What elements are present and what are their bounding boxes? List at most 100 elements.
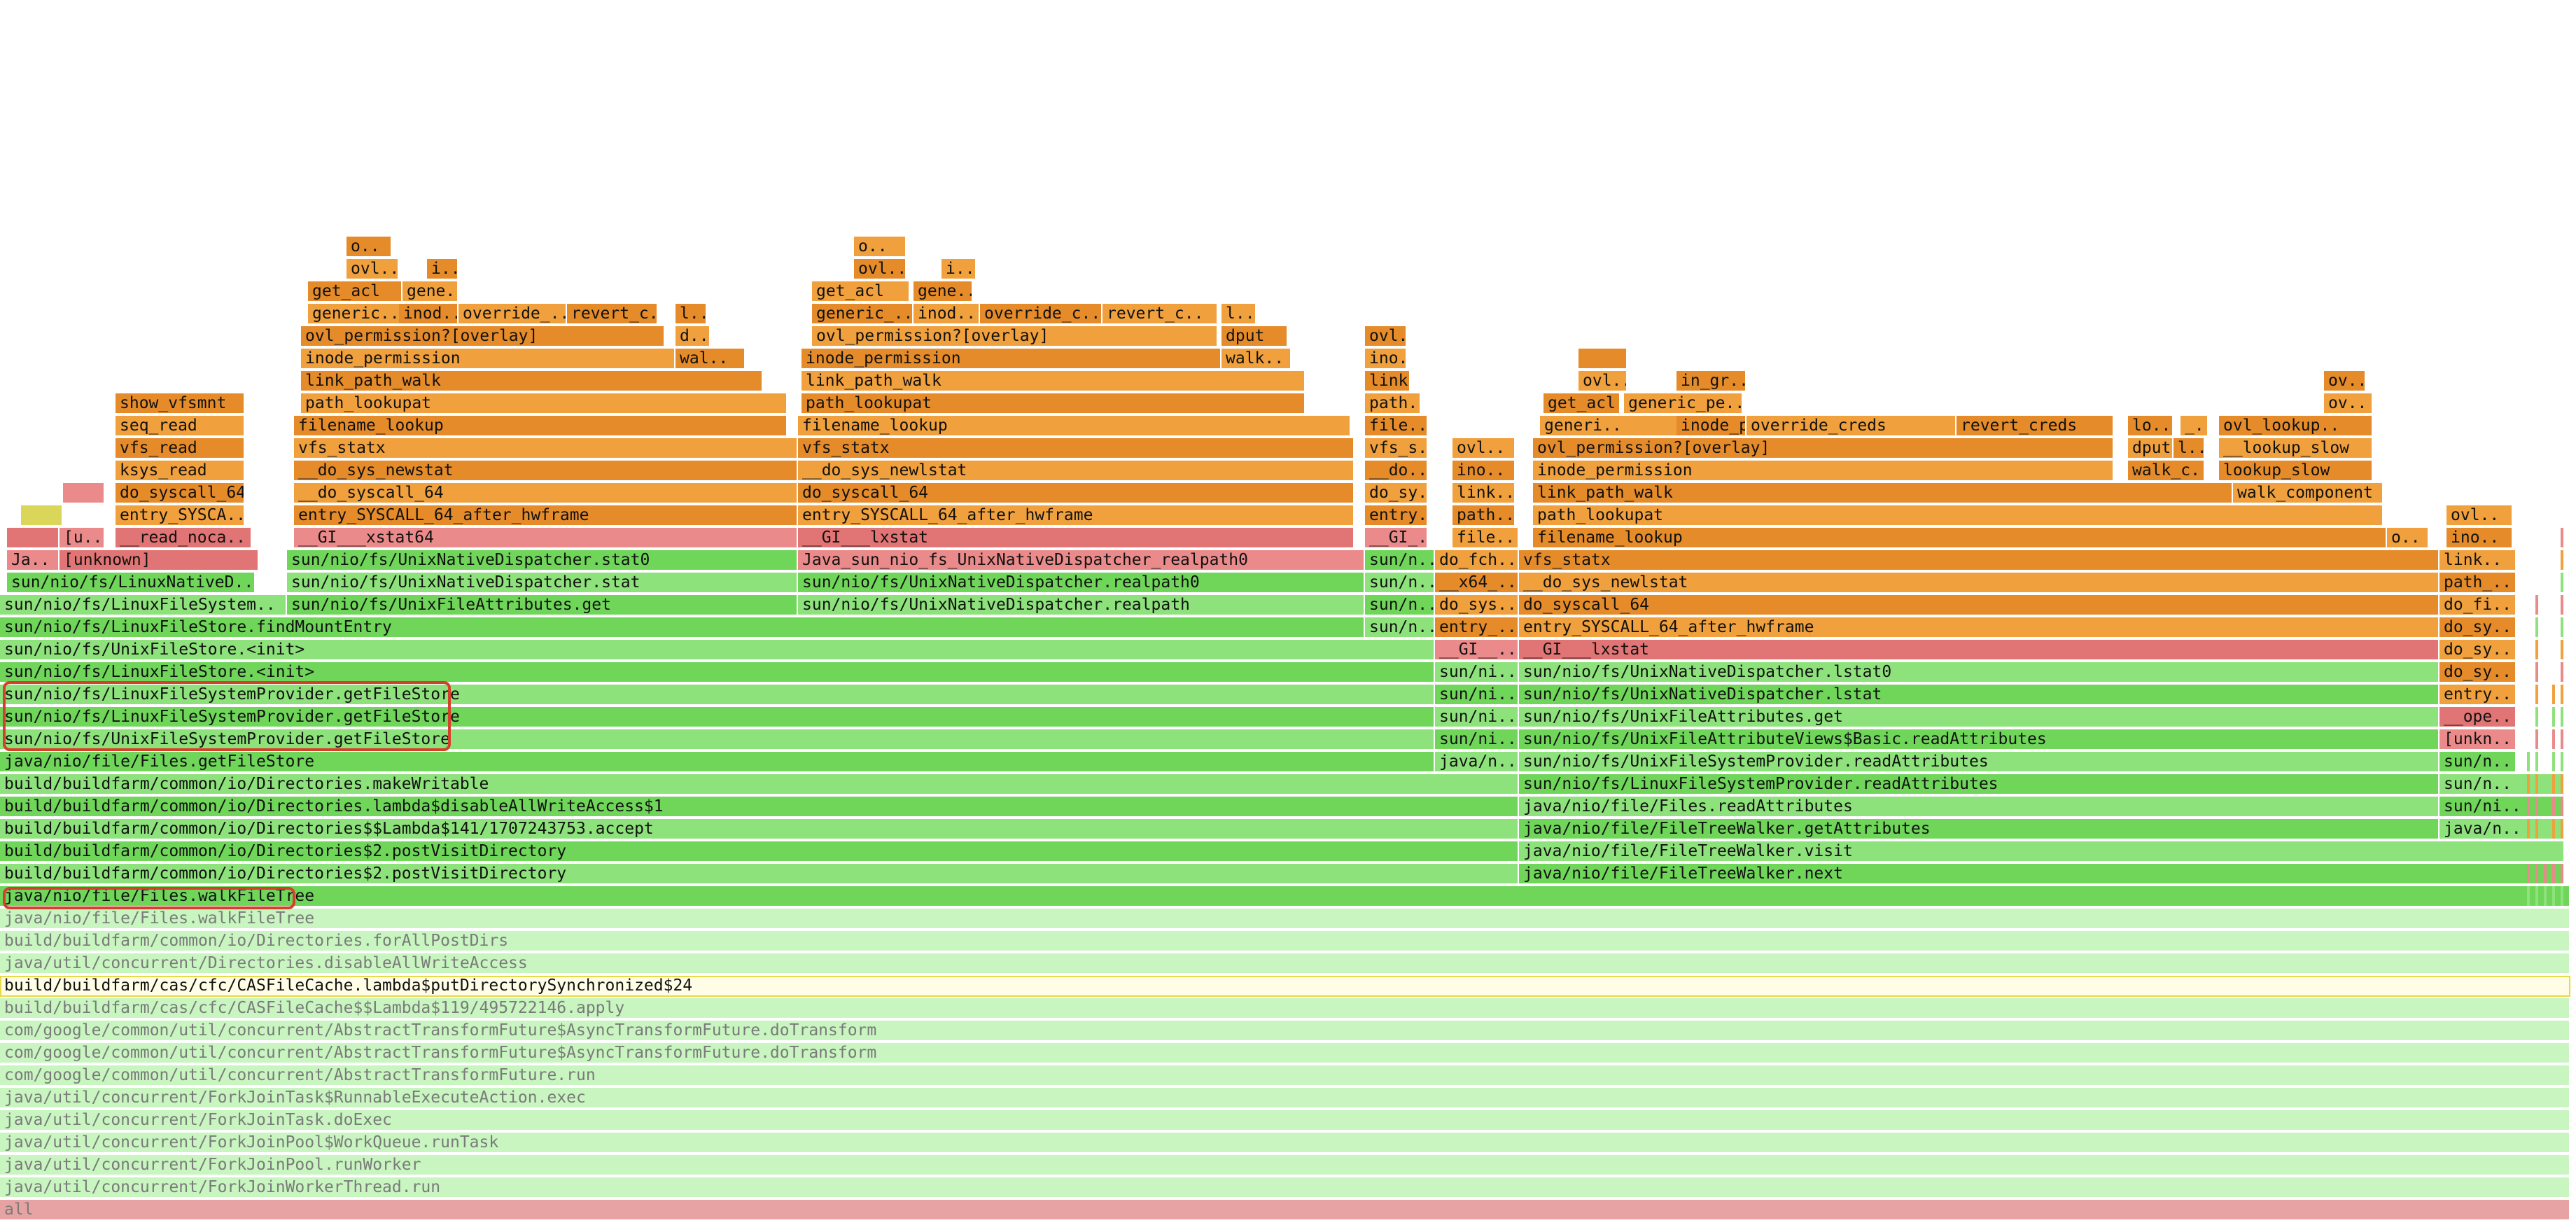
- flame-frame[interactable]: sun/nio/fs/UnixNativeDispatcher.realpath: [798, 595, 1365, 616]
- flame-frame[interactable]: entry_SYSCA..: [115, 505, 245, 526]
- flame-frame[interactable]: __x64_..: [1435, 573, 1519, 594]
- flame-frame[interactable]: sun/nio/fs/UnixNativeDispatcher.lstat0: [1519, 662, 2440, 683]
- flame-frame[interactable]: path_..: [2440, 573, 2516, 594]
- flame-frame[interactable]: ino..: [1452, 461, 1516, 482]
- flame-frame[interactable]: build/buildfarm/common/io/Directories.la…: [0, 797, 1519, 818]
- flame-frame[interactable]: [unkn..: [2440, 729, 2516, 750]
- flame-frame[interactable]: sun/nio/fs/LinuxFileSystem..: [0, 595, 287, 616]
- flame-frame[interactable]: ovl_permission?[overlay]: [1533, 438, 2114, 459]
- flame-frame[interactable]: filename_lookup: [294, 416, 788, 437]
- flame-frame[interactable]: java/nio/file/Files.readAttributes: [1519, 797, 2440, 818]
- flame-frame[interactable]: java/nio/file/FileTreeWalker.getAttribut…: [1519, 819, 2440, 840]
- flame-frame[interactable]: entry_..: [1435, 617, 1519, 638]
- flame-frame[interactable]: Java_sun_nio_fs_UnixNativeDispatcher_rea…: [798, 550, 1365, 571]
- flame-frame[interactable]: sun/n..: [2440, 752, 2516, 773]
- flame-frame[interactable]: ovl..: [1452, 438, 1516, 459]
- flame-frame[interactable]: __do_syscall_64: [294, 483, 798, 504]
- flame-frame[interactable]: __lookup_slow: [2219, 438, 2373, 459]
- flame-frame[interactable]: build/buildfarm/common/io/Directories$2.…: [0, 841, 1519, 862]
- flame-frame[interactable]: sun/ni..: [1435, 729, 1519, 750]
- flame-frame[interactable]: sun/nio/fs/LinuxNativeD..: [7, 573, 255, 594]
- flame-frame[interactable]: build/buildfarm/common/io/Directories$2.…: [0, 864, 1519, 885]
- flame-frame[interactable]: vfs_read: [115, 438, 245, 459]
- flame-frame[interactable]: path..: [1452, 505, 1516, 526]
- flame-frame[interactable]: __GI___xstat64: [294, 528, 798, 549]
- flame-frame[interactable]: sun/n..: [1365, 617, 1435, 638]
- flame-frame[interactable]: inode_perm..: [1676, 416, 1746, 437]
- flame-frame[interactable]: l..: [1222, 304, 1256, 325]
- flame-frame[interactable]: o..: [854, 237, 906, 258]
- flame-frame[interactable]: [1578, 349, 1628, 370]
- flame-frame[interactable]: sun/nio/fs/LinuxFileSystemProvider.readA…: [1519, 774, 2440, 795]
- flame-frame[interactable]: sun/ni..: [1435, 707, 1519, 728]
- flame-frame[interactable]: __read_noca..: [115, 528, 252, 549]
- flame-frame[interactable]: __do_sys_newlstat: [798, 461, 1354, 482]
- flame-frame[interactable]: do_sy..: [2440, 640, 2516, 661]
- flame-frame[interactable]: file..: [1452, 528, 1519, 549]
- flame-frame[interactable]: d..: [676, 326, 710, 347]
- flame-frame[interactable]: override_c..: [980, 304, 1102, 325]
- flame-frame[interactable]: java/nio/file/Files.walkFileTree: [0, 886, 2570, 907]
- flame-frame[interactable]: sun/nio/fs/LinuxFileSystemProvider.getFi…: [0, 707, 1435, 728]
- flame-frame[interactable]: [unknown]: [59, 550, 259, 571]
- flame-frame[interactable]: inode_permission: [1533, 461, 2114, 482]
- flame-frame[interactable]: ovl..: [1365, 326, 1407, 347]
- flame-frame[interactable]: sun/nio/fs/LinuxFileStore.<init>: [0, 662, 1435, 683]
- flame-frame[interactable]: get_acl: [1544, 393, 1620, 414]
- flame-frame[interactable]: __GI_..: [1365, 528, 1428, 549]
- flame-frame[interactable]: link..: [1365, 371, 1410, 392]
- flame-frame[interactable]: sun/ni..: [1435, 662, 1519, 683]
- flame-frame[interactable]: java/nio/file/FileTreeWalker.next: [1519, 864, 2562, 885]
- flame-frame[interactable]: wal..: [676, 349, 746, 370]
- flame-frame[interactable]: show_vfsmnt: [115, 393, 245, 414]
- flame-frame[interactable]: revert_c..: [567, 304, 658, 325]
- flame-frame[interactable]: __do_sys_newlstat: [1519, 573, 2440, 594]
- flame-frame[interactable]: sun/n..: [2440, 774, 2562, 795]
- flame-frame[interactable]: link_path_walk: [802, 371, 1306, 392]
- flame-frame[interactable]: do_syscall_64: [115, 483, 245, 504]
- flame-frame[interactable]: filename_lookup: [798, 416, 1351, 437]
- flame-frame[interactable]: java/nio/file/FileTreeWalker.visit: [1519, 841, 2562, 862]
- flame-frame[interactable]: __ope..: [2440, 707, 2516, 728]
- flame-frame[interactable]: o..: [346, 237, 392, 258]
- flame-frame[interactable]: build/buildfarm/common/io/Directories.ma…: [0, 774, 1519, 795]
- flame-frame[interactable]: entry_SYSCALL_64_after_hwframe: [294, 505, 798, 526]
- flame-frame[interactable]: walk..: [1222, 349, 1292, 370]
- flame-frame[interactable]: gene..: [913, 281, 973, 302]
- flame-frame[interactable]: walk_c..: [2128, 461, 2205, 482]
- flame-frame[interactable]: in_gr..: [1676, 371, 1746, 392]
- flame-frame[interactable]: [u..: [59, 528, 105, 549]
- flame-frame[interactable]: [63, 483, 105, 504]
- flame-frame[interactable]: l..: [2174, 438, 2205, 459]
- flame-frame[interactable]: path_lookupat: [301, 393, 788, 414]
- flame-frame[interactable]: sun/n..: [1365, 595, 1435, 616]
- flame-frame[interactable]: [7, 528, 59, 549]
- flame-frame[interactable]: do_sys..: [1435, 595, 1519, 616]
- flame-frame[interactable]: entry..: [2440, 685, 2516, 706]
- flame-frame[interactable]: inode_permission: [802, 349, 1222, 370]
- flame-frame[interactable]: entry_SYSCALL_64_after_hwframe: [798, 505, 1354, 526]
- flame-frame[interactable]: seq_read: [115, 416, 245, 437]
- flame-frame[interactable]: sun/nio/fs/UnixFileAttributeViews$Basic.…: [1519, 729, 2440, 750]
- flame-frame[interactable]: __do_sys_newstat: [294, 461, 798, 482]
- flame-frame[interactable]: generic_pe..: [1624, 393, 1743, 414]
- flame-frame[interactable]: link_path_walk: [301, 371, 763, 392]
- flame-frame[interactable]: do_fi..: [2440, 595, 2516, 616]
- flame-frame[interactable]: lo..: [2128, 416, 2174, 437]
- flame-frame[interactable]: java/nio/file/Files.walkFileTree: [0, 909, 2570, 930]
- flame-frame[interactable]: override_creds: [1746, 416, 1956, 437]
- flame-frame[interactable]: path_lookupat: [1533, 505, 2384, 526]
- flame-frame[interactable]: sun/nio/fs/LinuxFileSystemProvider.getFi…: [0, 685, 1435, 706]
- flame-frame[interactable]: override_..: [458, 304, 567, 325]
- flame-frame[interactable]: java/util/concurrent/ForkJoinTask$Runnab…: [0, 1088, 2570, 1109]
- flame-frame[interactable]: filename_lookup: [1533, 528, 2387, 549]
- flame-frame[interactable]: ovl_lookup..: [2219, 416, 2373, 437]
- flame-frame[interactable]: ino..: [2446, 528, 2513, 549]
- flame-frame[interactable]: path..: [1365, 393, 1421, 414]
- flame-frame[interactable]: generi..: [1540, 416, 1698, 437]
- flame-frame[interactable]: inode_permission: [301, 349, 676, 370]
- flame-frame[interactable]: [21, 505, 63, 526]
- flame-frame[interactable]: o..: [2387, 528, 2429, 549]
- flame-frame[interactable]: ovl..: [2446, 505, 2513, 526]
- flame-frame[interactable]: ovl_permission?[overlay]: [301, 326, 665, 347]
